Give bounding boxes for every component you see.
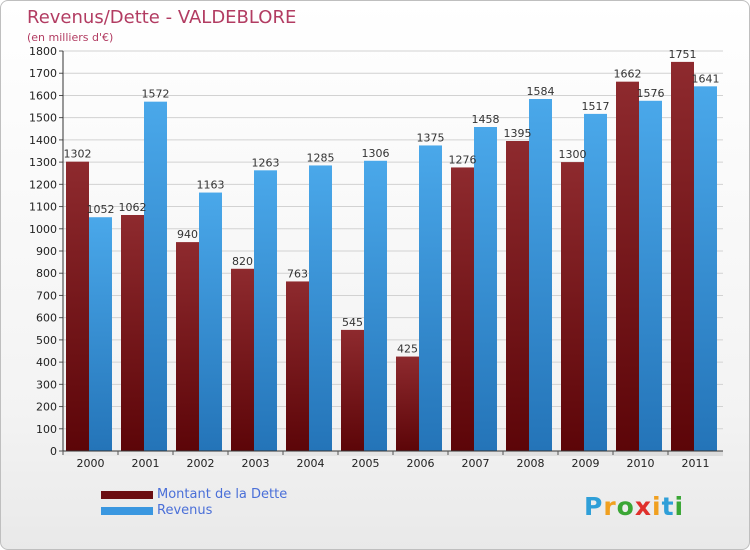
bar-revenue [694, 86, 717, 451]
x-tick-label: 2000 [77, 457, 105, 470]
bar-debt [341, 329, 364, 451]
data-label-revenue: 1375 [417, 131, 445, 144]
bar-revenue [474, 127, 497, 451]
y-tick-label: 100 [36, 423, 57, 436]
bar-revenue [639, 100, 662, 452]
bar-revenue [254, 170, 277, 452]
bar-debt [231, 268, 254, 451]
chart-title: Revenus/Dette - VALDEBLORE [27, 7, 297, 28]
data-label-revenue: 1285 [307, 151, 335, 164]
x-tick-label: 2006 [407, 457, 435, 470]
data-label-debt: 940 [177, 228, 198, 241]
y-tick-label: 400 [36, 356, 57, 369]
data-label-debt: 1662 [614, 68, 642, 81]
data-label-revenue: 1263 [252, 156, 280, 169]
y-tick-label: 1000 [29, 223, 57, 236]
bar-revenue [89, 217, 112, 451]
logo-letter: i [652, 492, 662, 521]
bar-debt [506, 141, 529, 451]
logo-letter: r [603, 492, 617, 521]
y-tick-label: 1800 [29, 45, 57, 58]
data-label-revenue: 1517 [582, 100, 610, 113]
legend-label-debt: Montant de la Dette [157, 487, 288, 502]
y-tick-label: 700 [36, 289, 57, 302]
data-label-debt: 545 [342, 316, 363, 329]
x-tick-label: 2002 [187, 457, 215, 470]
y-tick-label: 800 [36, 267, 57, 280]
y-tick-label: 1500 [29, 112, 57, 125]
y-tick-label: 1700 [29, 67, 57, 80]
y-tick-label: 1300 [29, 156, 57, 169]
y-tick-label: 1200 [29, 178, 57, 191]
data-label-revenue: 1572 [142, 88, 170, 101]
logo-letter: x [634, 492, 652, 521]
data-label-revenue: 1306 [362, 147, 390, 160]
y-tick-label: 1600 [29, 89, 57, 102]
y-tick-label: 1400 [29, 134, 57, 147]
bar-revenue [584, 113, 607, 451]
bar-revenue [364, 160, 387, 451]
data-label-debt: 425 [397, 343, 418, 356]
data-label-debt: 1395 [504, 127, 532, 140]
x-tick-label: 2004 [297, 457, 325, 470]
x-tick-label: 2005 [352, 457, 380, 470]
bar-revenue [529, 99, 552, 451]
bar-revenue [309, 165, 332, 451]
logo-letter: P [584, 492, 604, 521]
data-label-revenue: 1458 [472, 113, 500, 126]
legend-swatch-revenue [101, 507, 153, 515]
bar-revenue [144, 101, 167, 452]
y-tick-label: 0 [50, 445, 57, 458]
x-tick-label: 2003 [242, 457, 270, 470]
bar-debt [451, 167, 474, 451]
bar-debt [616, 81, 639, 452]
legend-label-revenue: Revenus [157, 503, 213, 518]
bar-debt [561, 162, 584, 451]
bar-revenue [419, 145, 442, 451]
data-label-debt: 1751 [669, 48, 697, 61]
x-tick-label: 2008 [517, 457, 545, 470]
data-label-revenue: 1576 [637, 87, 665, 100]
logo-letter: i [674, 492, 685, 521]
x-tick-label: 2007 [462, 457, 490, 470]
x-tick-label: 2011 [682, 457, 710, 470]
y-tick-label: 600 [36, 312, 57, 325]
data-label-debt: 1276 [449, 153, 477, 166]
data-label-revenue: 1163 [197, 179, 225, 192]
y-tick-label: 1100 [29, 201, 57, 214]
data-label-debt: 1062 [119, 201, 147, 214]
proxiti-logo: Proxiti [584, 492, 684, 521]
bar-debt [671, 61, 694, 452]
data-label-debt: 820 [232, 255, 253, 268]
y-tick-label: 900 [36, 245, 57, 258]
y-tick-label: 300 [36, 378, 57, 391]
y-tick-label: 200 [36, 401, 57, 414]
bar-debt [66, 161, 89, 451]
data-label-revenue: 1052 [87, 203, 115, 216]
data-label-debt: 1300 [559, 148, 587, 161]
x-tick-label: 2001 [132, 457, 160, 470]
bar-debt [396, 356, 419, 451]
legend-swatch-debt [101, 491, 153, 499]
y-tick-label: 500 [36, 334, 57, 347]
bar-revenue [199, 192, 222, 452]
x-tick-label: 2010 [627, 457, 655, 470]
logo-letter: o [616, 492, 635, 521]
data-label-revenue: 1584 [527, 85, 555, 98]
data-label-debt: 763 [287, 267, 308, 280]
logo-letter: t [661, 492, 675, 521]
bar-debt [121, 215, 144, 451]
chart-subtitle: (en milliers d'€) [27, 31, 114, 44]
data-label-revenue: 1641 [692, 72, 720, 85]
x-tick-label: 2009 [572, 457, 600, 470]
bar-debt [286, 281, 309, 451]
data-label-debt: 1302 [64, 148, 92, 161]
bar-debt [176, 242, 199, 451]
